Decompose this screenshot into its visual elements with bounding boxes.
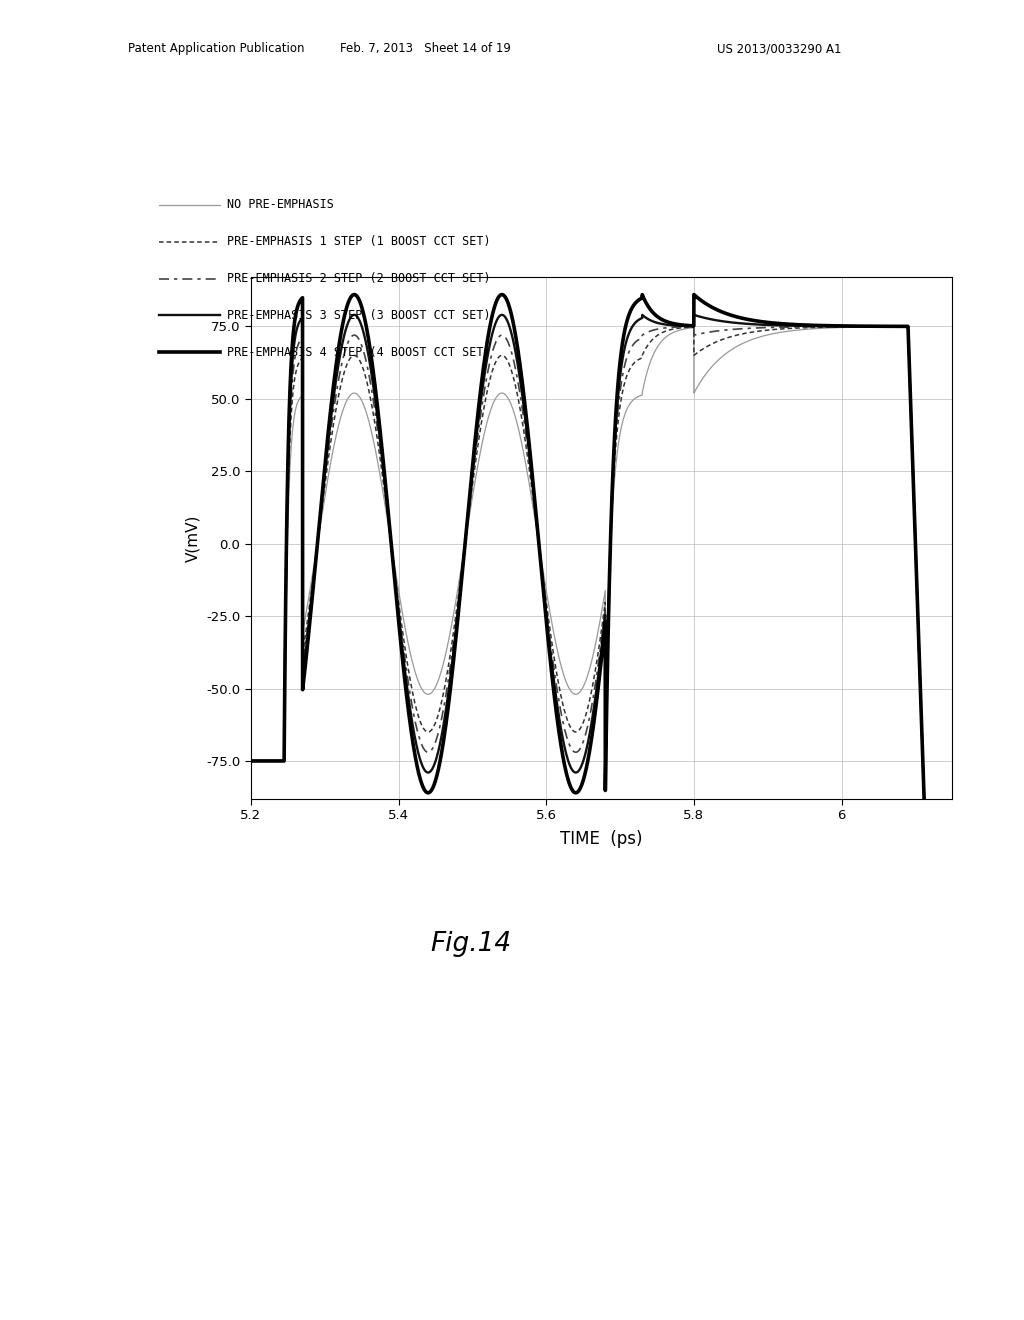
Text: PRE-EMPHASIS 1 STEP (1 BOOST CCT SET): PRE-EMPHASIS 1 STEP (1 BOOST CCT SET) [227,235,490,248]
Text: Patent Application Publication: Patent Application Publication [128,42,304,55]
Text: PRE-EMPHASIS 3 STEP (3 BOOST CCT SET): PRE-EMPHASIS 3 STEP (3 BOOST CCT SET) [227,309,490,322]
Text: Feb. 7, 2013   Sheet 14 of 19: Feb. 7, 2013 Sheet 14 of 19 [340,42,510,55]
Text: PRE-EMPHASIS 4 STEP (4 BOOST CCT SET): PRE-EMPHASIS 4 STEP (4 BOOST CCT SET) [227,346,490,359]
Text: NO PRE-EMPHASIS: NO PRE-EMPHASIS [227,198,334,211]
Text: Fig.14: Fig.14 [430,931,512,957]
Text: US 2013/0033290 A1: US 2013/0033290 A1 [717,42,842,55]
Y-axis label: V(mV): V(mV) [185,515,201,561]
Text: PRE-EMPHASIS 2 STEP (2 BOOST CCT SET): PRE-EMPHASIS 2 STEP (2 BOOST CCT SET) [227,272,490,285]
X-axis label: TIME  (ps): TIME (ps) [560,830,643,849]
